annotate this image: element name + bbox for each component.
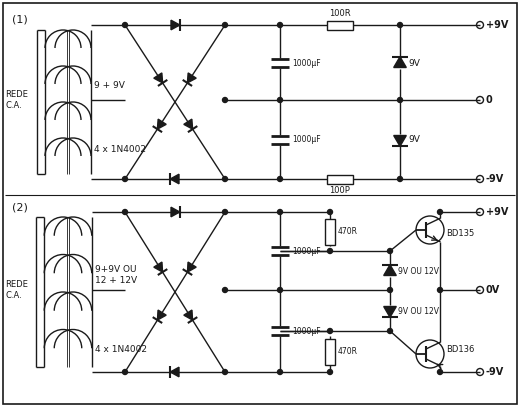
Circle shape xyxy=(223,98,228,103)
Text: 9V: 9V xyxy=(408,59,420,68)
Circle shape xyxy=(223,210,228,214)
Polygon shape xyxy=(184,119,192,129)
Circle shape xyxy=(278,177,282,182)
Circle shape xyxy=(437,370,443,374)
Circle shape xyxy=(123,210,127,214)
Circle shape xyxy=(397,177,402,182)
Text: -9V: -9V xyxy=(486,174,504,184)
Bar xyxy=(325,219,335,245)
Text: 1000μF: 1000μF xyxy=(292,326,321,335)
Polygon shape xyxy=(184,310,192,320)
Circle shape xyxy=(437,287,443,293)
Circle shape xyxy=(123,177,127,182)
Circle shape xyxy=(328,328,332,333)
Circle shape xyxy=(397,98,402,103)
Circle shape xyxy=(387,249,393,254)
Text: 100R: 100R xyxy=(329,9,351,18)
Text: 1000μF: 1000μF xyxy=(292,136,321,144)
Text: REDE
C.A.: REDE C.A. xyxy=(5,90,28,110)
Polygon shape xyxy=(158,119,166,129)
Text: 470R: 470R xyxy=(338,228,358,236)
Text: 1000μF: 1000μF xyxy=(292,59,321,68)
Circle shape xyxy=(123,370,127,374)
Bar xyxy=(327,175,353,184)
Polygon shape xyxy=(394,136,406,146)
Circle shape xyxy=(278,98,282,103)
Circle shape xyxy=(278,210,282,214)
Text: REDE
C.A.: REDE C.A. xyxy=(5,280,28,300)
Text: (2): (2) xyxy=(12,202,28,212)
Circle shape xyxy=(397,22,402,28)
Polygon shape xyxy=(158,310,166,320)
Circle shape xyxy=(328,210,332,214)
Text: 0: 0 xyxy=(486,95,493,105)
Text: 1000μF: 1000μF xyxy=(292,247,321,256)
Text: BD135: BD135 xyxy=(446,230,474,239)
Circle shape xyxy=(278,370,282,374)
Text: (1): (1) xyxy=(12,15,28,25)
Circle shape xyxy=(123,22,127,28)
Circle shape xyxy=(223,370,228,374)
Polygon shape xyxy=(384,306,396,317)
Text: 100P: 100P xyxy=(330,186,350,195)
Circle shape xyxy=(328,370,332,374)
Polygon shape xyxy=(154,262,163,272)
Text: 9+9V OU
12 + 12V: 9+9V OU 12 + 12V xyxy=(95,265,137,285)
Circle shape xyxy=(328,249,332,254)
Polygon shape xyxy=(170,367,179,377)
Circle shape xyxy=(387,328,393,333)
Circle shape xyxy=(437,210,443,214)
Text: BD136: BD136 xyxy=(446,346,474,354)
Text: +9V: +9V xyxy=(486,207,509,217)
Circle shape xyxy=(223,22,228,28)
Text: -9V: -9V xyxy=(486,367,504,377)
Polygon shape xyxy=(171,20,180,30)
Polygon shape xyxy=(154,73,163,83)
Polygon shape xyxy=(170,174,179,184)
Bar xyxy=(327,20,353,29)
Text: 0V: 0V xyxy=(486,285,500,295)
Text: 9V OU 12V: 9V OU 12V xyxy=(398,267,439,276)
Circle shape xyxy=(223,177,228,182)
Bar xyxy=(325,339,335,365)
Text: 9 + 9V: 9 + 9V xyxy=(94,81,125,90)
Circle shape xyxy=(223,287,228,293)
Polygon shape xyxy=(384,265,396,276)
Polygon shape xyxy=(394,57,406,68)
Text: 4 x 1N4002: 4 x 1N4002 xyxy=(94,144,146,153)
Polygon shape xyxy=(171,207,180,217)
Text: 4 x 1N4002: 4 x 1N4002 xyxy=(95,346,147,354)
Circle shape xyxy=(278,287,282,293)
Polygon shape xyxy=(187,73,196,83)
Circle shape xyxy=(278,22,282,28)
Text: 9V: 9V xyxy=(408,136,420,144)
Text: 9V OU 12V: 9V OU 12V xyxy=(398,306,439,315)
Circle shape xyxy=(387,287,393,293)
Text: 470R: 470R xyxy=(338,348,358,357)
Text: +9V: +9V xyxy=(486,20,509,30)
Polygon shape xyxy=(187,262,196,272)
